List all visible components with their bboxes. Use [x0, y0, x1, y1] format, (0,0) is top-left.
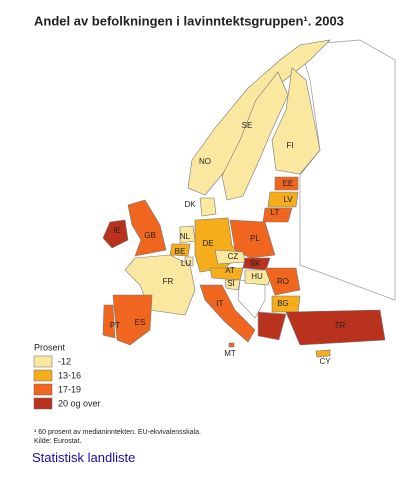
country — [315, 349, 331, 358]
country-code: EE — [283, 179, 294, 188]
link[interactable]: Statistisk landliste — [32, 450, 136, 465]
legend-swatch — [33, 355, 53, 368]
legend-swatch — [33, 397, 53, 410]
country-code: NO — [199, 157, 211, 166]
legend-swatch — [33, 369, 53, 382]
country — [169, 243, 191, 257]
country — [262, 207, 293, 223]
legend-title: Prosent — [34, 342, 66, 352]
country-code: BE — [175, 247, 186, 256]
greece — [257, 311, 287, 341]
country — [228, 342, 235, 348]
country-code: DE — [202, 239, 213, 248]
country — [267, 191, 299, 208]
legend-label: -12 — [58, 356, 71, 366]
country — [112, 294, 153, 346]
country — [124, 254, 196, 316]
country — [127, 199, 167, 257]
country — [244, 269, 273, 286]
country-code: DK — [184, 200, 196, 209]
country — [285, 309, 386, 346]
country-code: BG — [277, 299, 289, 308]
country — [199, 284, 256, 343]
country-code: IT — [216, 299, 223, 308]
country-code: ES — [135, 318, 146, 327]
legend-label: 13-16 — [58, 370, 81, 380]
country-code: TR — [335, 321, 346, 330]
country — [224, 279, 241, 291]
country-code: MT — [224, 349, 236, 358]
country — [102, 304, 116, 339]
country-code: CZ — [228, 252, 239, 261]
source: Kilde: Eurostat. — [34, 438, 82, 445]
legend-swatch — [33, 383, 53, 396]
country-code: SE — [242, 121, 253, 130]
country — [187, 39, 331, 196]
country-code: HU — [251, 272, 263, 281]
country — [102, 219, 129, 249]
country — [274, 176, 299, 191]
country-code: IE — [113, 226, 121, 235]
country-code: SK — [250, 259, 261, 268]
country-code: PL — [250, 234, 260, 243]
country-code: RO — [277, 277, 289, 286]
country-code: CY — [319, 357, 331, 366]
country-code: PT — [110, 321, 120, 330]
legend: -12 13-16 17-19 20 og over — [33, 355, 101, 410]
background-land — [237, 39, 396, 341]
country — [271, 67, 321, 175]
country-code: LU — [181, 259, 191, 268]
country — [221, 71, 289, 201]
legend-label: 20 og over — [58, 398, 101, 408]
country-code: LT — [271, 208, 280, 217]
country-code: GB — [144, 231, 156, 240]
country-code: FR — [163, 277, 174, 286]
country — [199, 197, 217, 217]
country-code: FI — [286, 141, 293, 150]
country-code: AT — [225, 266, 235, 275]
footnote: ¹ 60 prosent av medianinntekten. EU-ekvi… — [34, 429, 201, 436]
title: Andel av befolkningen i lavinntektsgrupp… — [34, 13, 344, 28]
land — [299, 39, 396, 301]
country — [229, 219, 276, 259]
legend-label: 17-19 — [58, 384, 81, 394]
country-code: SI — [227, 279, 235, 288]
country-code: LV — [283, 195, 293, 204]
country-code: NL — [180, 232, 191, 241]
country — [264, 267, 301, 296]
